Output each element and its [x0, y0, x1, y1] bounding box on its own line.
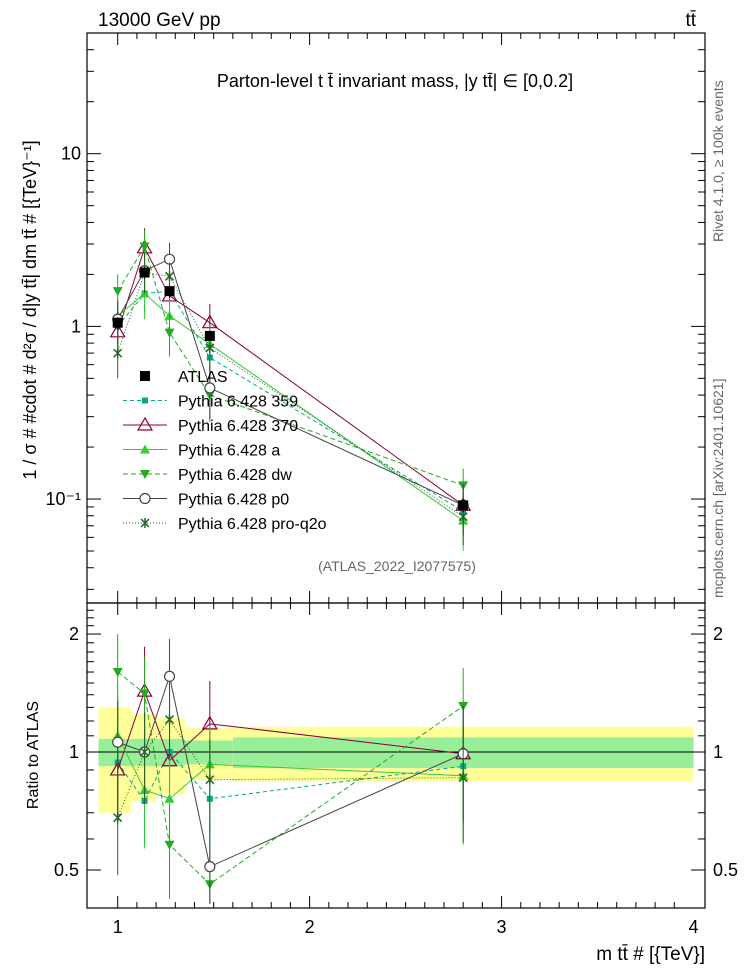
legend-pythia-6-428-359-label: Pythia 6.428 359 [178, 394, 298, 411]
series-atlas-point [112, 317, 123, 328]
ratio-pythia-6-428-p0-point [163, 670, 176, 682]
legend-atlas-label: ATLAS [178, 369, 228, 386]
series-pythia-6-428-dw-line [117, 245, 464, 486]
ratio-pythia-6-428-pro-q2o-point [205, 774, 215, 785]
rivet-label: Rivet 4.1.0, ≥ 100k events [710, 80, 726, 242]
legend-pythia-6-428-359-marker [142, 397, 148, 404]
ratio-ylabel: Ratio to ATLAS [25, 701, 42, 809]
y-tick-label: 10 [61, 144, 81, 164]
legend-pythia-6-428-p0-marker [139, 492, 151, 505]
legend-pythia-6-428-370-marker [136, 416, 154, 431]
series-atlas-point [164, 286, 175, 297]
series-pythia-6-428-p0-point [204, 382, 216, 394]
ratio-y-tick-label-right: 1 [713, 742, 723, 762]
ratio-pythia-6-428-pro-q2o-point [458, 772, 468, 783]
series-pythia-6-428-pro-q2o-point [458, 511, 468, 522]
legend-pythia-6-428-dw-marker [140, 470, 150, 479]
x-axis-label: m tt̄ # [{TeV}] [596, 944, 705, 965]
ratio-pythia-6-428-p0-point [112, 736, 124, 748]
legend-pythia-6-428-dw-label: Pythia 6.428 dw [178, 467, 292, 484]
header-left: 13000 GeV pp [98, 10, 221, 31]
ratio-pythia-6-428-dw-point [112, 668, 123, 678]
legend-pythia-6-428-pro-q2o-label: Pythia 6.428 pro-q2o [178, 516, 327, 533]
series-pythia-6-428-pro-q2o-point [113, 348, 123, 359]
ratio-y-tick-label: 2 [69, 624, 79, 644]
ratio-pythia-6-428-pro-q2o-point [140, 747, 150, 758]
series-pythia-6-428-359-line [117, 290, 464, 512]
ratio-pythia-6-428-dw-point [139, 689, 150, 699]
main-ylabel: 1 / σ # #cdot # d²σ / d|y tt̄| dm tt̄ # … [20, 140, 40, 479]
legend-pythia-6-428-370-label: Pythia 6.428 370 [178, 418, 298, 435]
series-pythia-6-428-dw-point [112, 287, 123, 297]
ratio-pythia-6-428-a-point [164, 793, 175, 803]
watermark: (ATLAS_2022_I2077575) [318, 558, 476, 574]
main-title: Parton-level t t̄ invariant mass, |y tt̄… [217, 71, 573, 91]
x-tick-label: 4 [688, 917, 698, 937]
ratio-y-tick-label-right: 2 [713, 624, 723, 644]
ratio-y-tick-label: 0.5 [54, 860, 79, 880]
x-tick-label: 3 [497, 917, 507, 937]
mcplots-label: mcplots.cern.ch [arXiv:2401.10621] [710, 379, 726, 598]
series-pythia-6-428-dw-point [139, 242, 150, 252]
legend-atlas-marker [140, 371, 150, 381]
series-pythia-6-428-dw-point [164, 328, 175, 338]
ratio-pythia-6-428-p0-point [204, 861, 216, 873]
x-tick-label: 2 [305, 917, 315, 937]
ratio-plot-frame [86, 602, 706, 909]
series-pythia-6-428-pro-q2o-point [205, 342, 215, 353]
ratio-pythia-6-428-dw-point [164, 840, 175, 850]
legend-pythia-6-428-a-marker [140, 444, 150, 454]
header-right: tt̄ [685, 10, 696, 31]
y-tick-label: 10⁻¹ [45, 489, 81, 509]
series-atlas-point [204, 330, 215, 341]
ratio-pythia-6-428-pro-q2o-point [164, 714, 175, 725]
ratio-pythia-6-428-pro-q2o-point [113, 812, 123, 823]
x-tick-label: 1 [113, 917, 123, 937]
series-pythia-6-428-pro-q2o-point [164, 271, 175, 282]
legend-pythia-6-428-pro-q2o-marker [140, 518, 150, 528]
legend-pythia-6-428-p0-label: Pythia 6.428 p0 [178, 492, 289, 509]
series-atlas-point [458, 500, 469, 511]
ratio-y-tick-label-right: 0.5 [713, 860, 738, 880]
series-atlas-point [139, 267, 150, 278]
legend-pythia-6-428-a-label: Pythia 6.428 a [178, 443, 280, 460]
ratio-y-tick-label: 1 [69, 742, 79, 762]
y-tick-label: 1 [71, 316, 81, 336]
